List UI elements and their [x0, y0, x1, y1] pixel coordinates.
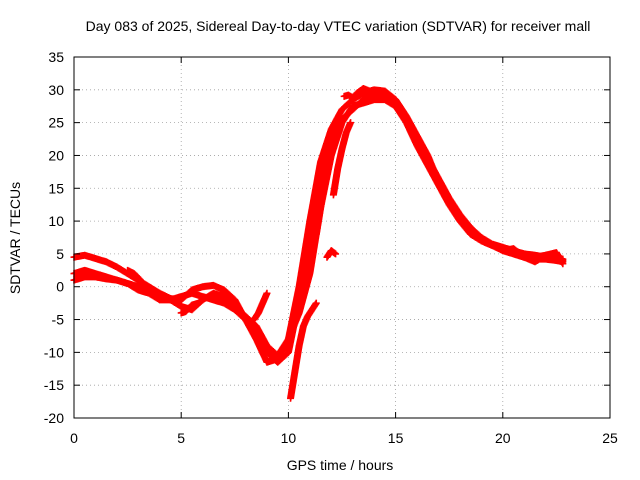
fragment-frag-blob-8	[177, 296, 207, 317]
data-point-run	[424, 161, 442, 188]
chart-title: Day 083 of 2025, Sidereal Day-to-day VTE…	[86, 18, 591, 34]
data-point-run	[327, 107, 345, 133]
data-point-run	[445, 194, 463, 218]
data-point-run	[467, 224, 484, 241]
data-point-run	[488, 241, 506, 254]
data-point-run	[130, 270, 144, 283]
x-tick-label: 0	[70, 430, 78, 446]
fragment-frag-blob-7	[124, 266, 144, 284]
data-point-run	[317, 179, 329, 212]
data-point-run	[274, 336, 292, 360]
plot-frame	[73, 56, 611, 419]
data-point-run	[306, 179, 324, 238]
data-point-run	[402, 119, 421, 148]
data-point-run	[166, 296, 184, 310]
data-point-run	[220, 293, 238, 310]
data-point-run	[531, 252, 549, 266]
x-tick-label: 5	[177, 430, 185, 446]
y-tick-label: 0	[56, 279, 64, 295]
data-point-run	[381, 87, 399, 103]
data-point-run	[295, 323, 307, 350]
y-tick-label: -15	[44, 377, 64, 393]
data-point-run	[252, 335, 270, 365]
data-point-run	[145, 289, 163, 303]
x-tick-label: 20	[495, 430, 511, 446]
data-point-run	[284, 310, 303, 343]
data-point	[332, 250, 340, 258]
y-tick-label: 25	[48, 115, 64, 131]
data-point-run	[102, 258, 120, 271]
y-tick-label: 15	[48, 180, 64, 196]
fragment-frag-blob-6	[250, 289, 271, 324]
data-point-run	[124, 279, 141, 293]
data-point-run	[445, 201, 463, 224]
fragment-frag-blob-3	[329, 119, 355, 199]
data-point	[263, 289, 271, 297]
data-point-run	[510, 245, 527, 260]
y-tick-label: -5	[52, 312, 65, 328]
data-point-run	[291, 343, 303, 376]
fragment-frag-blob-1	[287, 299, 320, 402]
data-point-run	[220, 299, 238, 313]
data-point-run	[317, 126, 335, 166]
data-point-run	[295, 231, 314, 304]
data-point-run	[287, 369, 299, 402]
fragment-frag-blob-9	[499, 245, 567, 268]
data-point-run	[295, 271, 314, 317]
data-point	[347, 119, 355, 127]
data-point-run	[263, 348, 281, 365]
axis-ticks: 0 5 10 15 20 25 -20 -15 -10 -5 0 5 10 15 20 25 30 35	[44, 49, 618, 446]
data-point-run	[274, 349, 292, 366]
data-point-run	[381, 96, 399, 110]
data-point-run	[312, 205, 324, 238]
x-tick-label: 25	[602, 430, 618, 446]
data-point-run	[467, 230, 484, 244]
y-tick-label: 30	[48, 82, 64, 98]
data-point-run	[424, 155, 442, 181]
data-point-run	[456, 211, 474, 231]
fragment-frag-blob-5	[323, 247, 340, 261]
y-tick-label: 20	[48, 147, 64, 163]
data-point-run	[252, 329, 270, 355]
x-tick-label: 10	[281, 430, 297, 446]
data-point-run	[349, 90, 360, 102]
data-point-run	[231, 302, 249, 319]
y-tick-label: -10	[44, 344, 64, 360]
data-point-run	[434, 181, 453, 208]
data-point-run	[456, 217, 474, 237]
data-point	[312, 299, 320, 307]
data-point-run	[252, 322, 270, 349]
data-point	[334, 125, 342, 133]
data-point-run	[242, 312, 259, 329]
y-tick-label: 10	[48, 213, 64, 229]
x-tick-label: 15	[388, 430, 404, 446]
data-points	[70, 85, 567, 402]
y-tick-label: 5	[56, 246, 64, 262]
data-point-run	[181, 302, 195, 316]
data-point	[199, 296, 207, 304]
data-point-run	[338, 103, 356, 127]
fragment-frag-blob-2	[312, 125, 342, 238]
y-tick-label: 35	[48, 49, 64, 65]
data-point-run	[413, 142, 431, 168]
y-tick-label: -20	[44, 410, 64, 426]
data-point-run	[220, 286, 238, 303]
data-point	[136, 276, 144, 284]
data-point-run	[321, 153, 333, 186]
fragment-frag-blob-4	[340, 85, 374, 102]
y-axis-label: SDTVAR / TECUs	[7, 182, 23, 294]
data-point	[559, 260, 567, 268]
data-point	[366, 87, 374, 95]
data-point-run	[113, 263, 131, 277]
data-point-run	[392, 102, 410, 126]
x-axis-label: GPS time / hours	[287, 457, 394, 473]
data-point-run	[338, 96, 356, 114]
data-point-run	[434, 174, 453, 201]
data-point-run	[329, 166, 342, 199]
data-point-run	[552, 249, 566, 267]
